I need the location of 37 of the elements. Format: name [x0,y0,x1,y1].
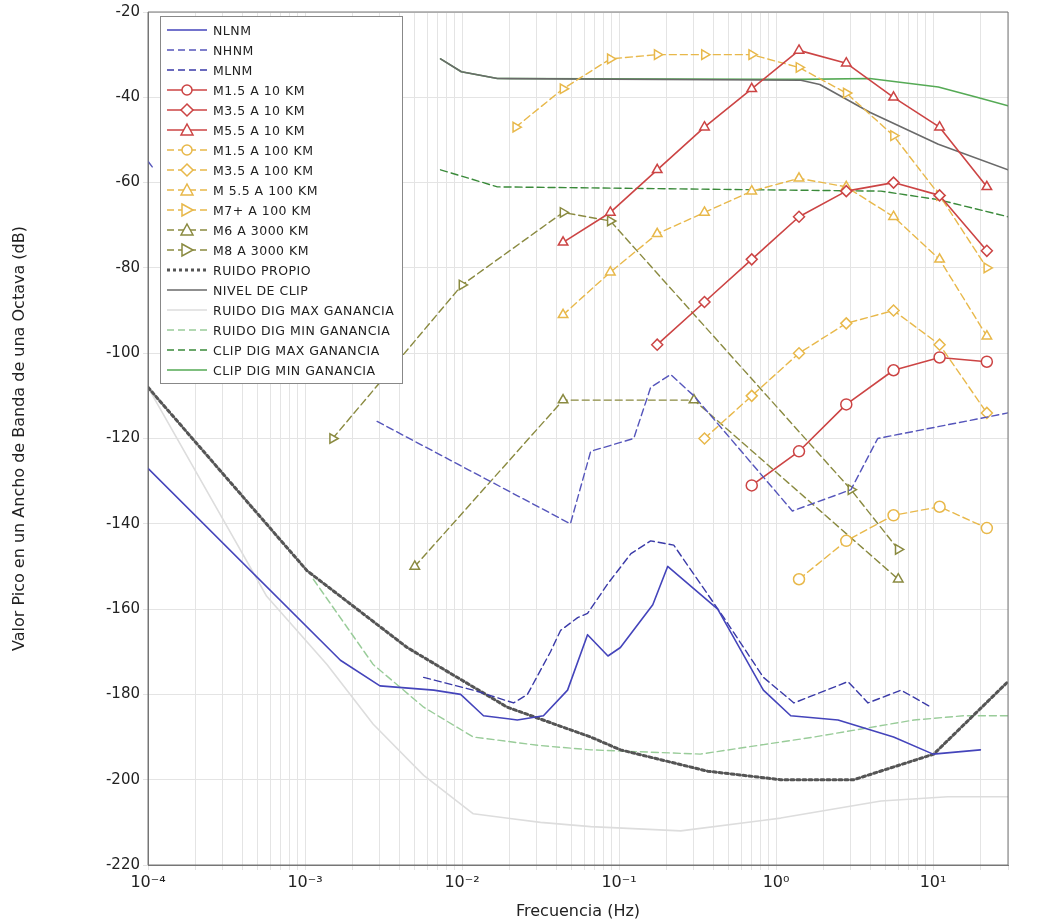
y-tick-label: -140 [105,513,140,532]
legend-label: NHNM [213,42,254,58]
x-tick-label: 10⁻¹ [601,871,637,891]
legend-label: CLIP DIG MIN GANANCIA [213,362,376,378]
x-tick-label: 10⁻² [444,871,480,891]
legend-label: M1.5 A 10 KM [213,82,306,98]
y-axis-title: Valor Pico en un Ancho de Banda de una Octava (dB) [8,226,28,651]
legend-label: M3.5 A 100 KM [213,162,314,178]
x-axis-title: Frecuencia (Hz) [515,900,641,920]
y-tick-label: -220 [105,854,140,873]
legend-label: NLNM [213,22,252,38]
y-tick-label: -80 [115,257,140,276]
legend-label: M7+ A 100 KM [213,202,312,218]
y-tick-label: -40 [115,87,140,106]
legend-label: M 5.5 A 100 KM [213,182,318,198]
legend-label: M3.5 A 10 KM [213,102,306,118]
y-tick-label: -180 [105,684,140,703]
legend-label: M5.5 A 10 KM [213,122,306,138]
x-tick-label: 10⁻³ [287,871,323,891]
y-tick-label: -160 [105,598,140,617]
legend-label: M8 A 3000 KM [213,242,310,258]
legend-label: CLIP DIG MAX GANANCIA [213,342,380,358]
legend-label: M6 A 3000 KM [213,222,310,238]
legend-label: RUIDO PROPIO [213,262,312,278]
legend-label: RUIDO DIG MIN GANANCIA [213,322,391,338]
legend-label: NIVEL DE CLIP [213,282,309,298]
y-tick-label: -60 [115,172,140,191]
legend-label: M1.5 A 100 KM [213,142,314,158]
x-tick-label: 10¹ [919,871,947,891]
y-tick-label: -200 [105,769,140,788]
y-tick-label: -100 [105,343,140,362]
y-tick-label: -20 [115,1,140,20]
x-tick-label: 10⁰ [762,871,790,891]
x-tick-label: 10⁻⁴ [130,871,166,891]
y-tick-label: -120 [105,428,140,447]
legend-label: RUIDO DIG MAX GANANCIA [213,302,395,318]
legend-label: MLNM [213,62,253,78]
